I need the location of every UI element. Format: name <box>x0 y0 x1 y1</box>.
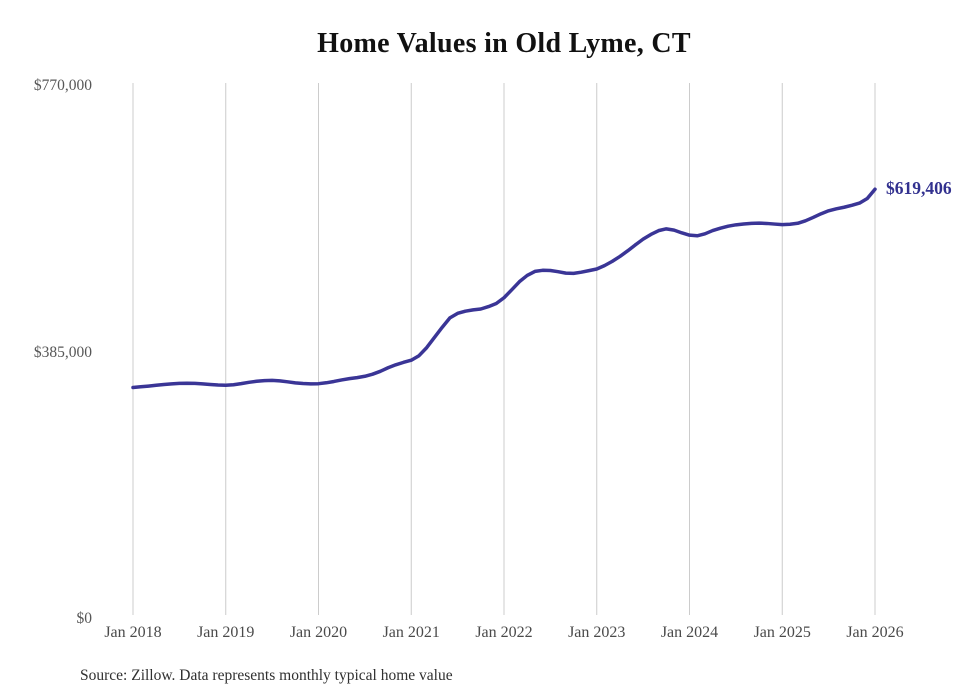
latest-value-label: $619,406 <box>886 178 952 199</box>
source-note: Source: Zillow. Data represents monthly … <box>80 667 453 684</box>
x-tick-label: Jan 2022 <box>475 624 533 641</box>
value-line <box>131 187 877 390</box>
chart-title: Home Values in Old Lyme, CT <box>317 28 691 59</box>
x-tick-label: Jan 2021 <box>382 624 440 641</box>
x-tick-label: Jan 2018 <box>104 624 162 641</box>
y-tick-label: $385,000 <box>33 343 92 361</box>
x-tick-label: Jan 2019 <box>197 624 255 641</box>
x-tick-label: Jan 2026 <box>846 624 904 641</box>
x-tick-label: Jan 2025 <box>753 624 811 641</box>
y-tick-label: $0 <box>76 610 93 627</box>
x-tick-label: Jan 2023 <box>568 624 626 641</box>
y-tick-label: $770,000 <box>33 77 92 94</box>
x-tick-label: Jan 2020 <box>289 624 348 641</box>
x-tick-label: Jan 2024 <box>660 624 719 641</box>
